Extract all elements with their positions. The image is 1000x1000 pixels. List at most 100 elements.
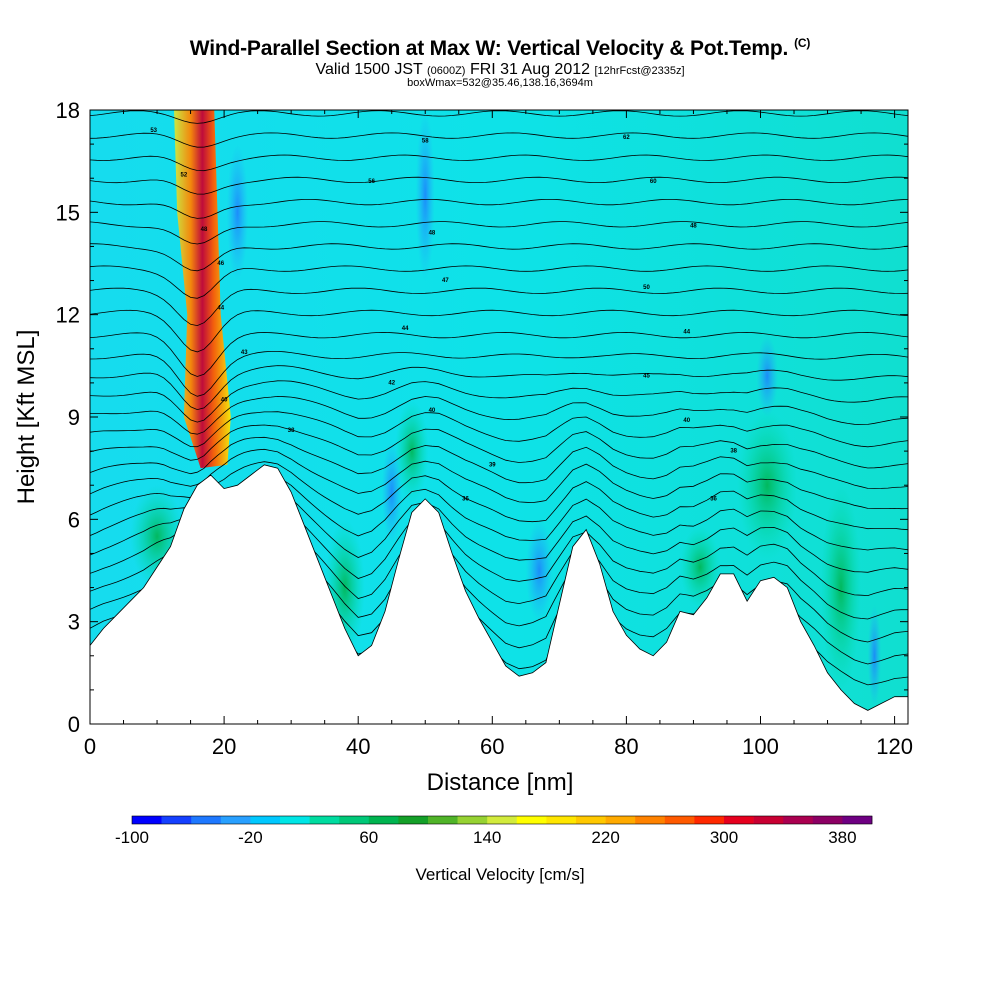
contour-label: 48	[690, 224, 697, 230]
colorbar-tick-label: -100	[115, 828, 149, 847]
contour-label: 46	[217, 261, 224, 267]
colorbar-swatch	[605, 816, 636, 824]
colorbar-swatch	[220, 816, 251, 824]
colorbar-swatch	[398, 816, 429, 824]
colorbar-swatch	[783, 816, 814, 824]
chart-subtitle-2: boxWmax=532@35.46,138.16,3694m	[407, 77, 593, 89]
isentrope-line	[90, 132, 908, 148]
colorbar-tick-label: -20	[238, 828, 263, 847]
isentrope-line	[90, 110, 908, 124]
colorbar-swatch	[487, 816, 518, 824]
colorbar-swatch	[368, 816, 399, 824]
x-tick-label: 60	[480, 734, 504, 759]
isentrope-line	[90, 436, 908, 489]
contour-label: 44	[217, 305, 224, 311]
colorbar-swatch	[132, 816, 162, 824]
colorbar-swatch	[339, 816, 370, 824]
contour-label: 58	[422, 138, 429, 144]
velocity-patch	[680, 526, 721, 609]
colorbar-frame	[131, 815, 873, 825]
colorbar-swatch	[546, 816, 577, 824]
copyright-mark: (C)	[794, 36, 811, 50]
colorbar-label: Vertical Velocity [cm/s]	[415, 865, 584, 884]
isentrope-line	[90, 331, 908, 377]
colorbar-swatch	[842, 816, 873, 824]
isentrope-line	[90, 309, 908, 353]
isentrope-line	[90, 424, 908, 469]
colorbar-swatch	[516, 816, 547, 824]
chart-subtitle: Valid 1500 JST (0600Z) FRI 31 Aug 2012 […	[0, 61, 1000, 79]
y-tick-label: 0	[68, 712, 80, 737]
colorbar-swatch	[161, 816, 192, 824]
contour-label: 48	[201, 227, 208, 233]
contour-label: 62	[623, 135, 630, 141]
y-tick-label: 15	[56, 200, 80, 225]
colorbar-tick-label: 140	[473, 828, 501, 847]
colorbar-swatch	[724, 816, 754, 824]
subtitle-fcst: [12hrFcst@2335z]	[594, 65, 685, 77]
contour-label: 40	[221, 398, 228, 404]
velocity-patch	[820, 485, 862, 690]
velocity-patch	[867, 604, 882, 707]
contour-label: 48	[429, 230, 436, 236]
contour-label: 42	[388, 380, 395, 386]
chart-title-text: Wind-Parallel Section at Max W: Vertical…	[189, 37, 789, 60]
contour-label: 38	[288, 428, 295, 434]
y-axis-label: Height [Kft MSL]	[13, 330, 40, 505]
contour-label: 36	[710, 496, 717, 502]
contour-label: 47	[442, 278, 449, 284]
contour-label: 38	[730, 449, 737, 455]
colorbar-swatch	[191, 816, 222, 824]
velocity-patch	[226, 144, 249, 281]
colorbar-swatch	[635, 816, 666, 824]
contour-label: 56	[368, 179, 375, 185]
velocity-patch	[756, 335, 778, 418]
contour-label: 44	[683, 329, 690, 335]
isentrope-line	[90, 380, 908, 423]
colorbar-swatch	[280, 816, 310, 824]
contour-label: 50	[643, 285, 650, 291]
colorbar-swatch	[664, 816, 695, 824]
colorbar-swatch	[753, 816, 784, 824]
isentrope-line	[90, 265, 908, 299]
subtitle-valid: Valid 1500 JST	[315, 61, 423, 78]
subtitle-date: FRI 31 Aug 2012	[469, 61, 591, 78]
x-axis-label: Distance [nm]	[427, 769, 574, 796]
colorbar: -100 -20 60 140 220 300 380	[115, 815, 873, 847]
contour-label: 53	[150, 128, 157, 134]
x-tick-label: 120	[876, 734, 913, 759]
colorbar-swatch	[457, 816, 488, 824]
contour-label: 39	[489, 462, 496, 468]
y-tick-label: 18	[56, 98, 80, 123]
velocity-patch	[737, 410, 798, 561]
isentrope-line	[90, 176, 908, 195]
isentrope-line	[90, 395, 908, 435]
subtitle-utc: (0600Z)	[426, 65, 466, 77]
contour-label: 60	[650, 179, 657, 185]
isentrope-line	[90, 351, 908, 397]
contour-label: 43	[241, 350, 248, 356]
y-tick-label: 6	[68, 507, 80, 532]
colorbar-tick-label: 220	[591, 828, 619, 847]
isentrope-line	[90, 365, 908, 411]
x-tick-label: 20	[212, 734, 236, 759]
contour-label: 36	[462, 496, 469, 502]
x-tick-label: 100	[742, 734, 779, 759]
contour-label: 44	[402, 326, 409, 332]
velocity-patch	[381, 440, 402, 544]
colorbar-swatch	[694, 816, 725, 824]
contour-label: 45	[643, 374, 650, 380]
y-tick-label: 12	[56, 303, 80, 328]
isentrope-line	[90, 461, 908, 531]
x-tick-label: 0	[84, 734, 96, 759]
colorbar-tick-label: 300	[710, 828, 738, 847]
isentrope-line	[90, 448, 908, 510]
contour-label: 40	[683, 418, 690, 424]
velocity-patch	[415, 110, 435, 281]
colorbar-swatch	[309, 816, 340, 824]
plot-area: 53 52 48 46 44 43 40 38 58 56 48 47 44 42 40 39 36 62 60 48…	[90, 110, 908, 724]
colorbar-swatch	[576, 816, 606, 824]
contour-label: 52	[181, 172, 188, 178]
